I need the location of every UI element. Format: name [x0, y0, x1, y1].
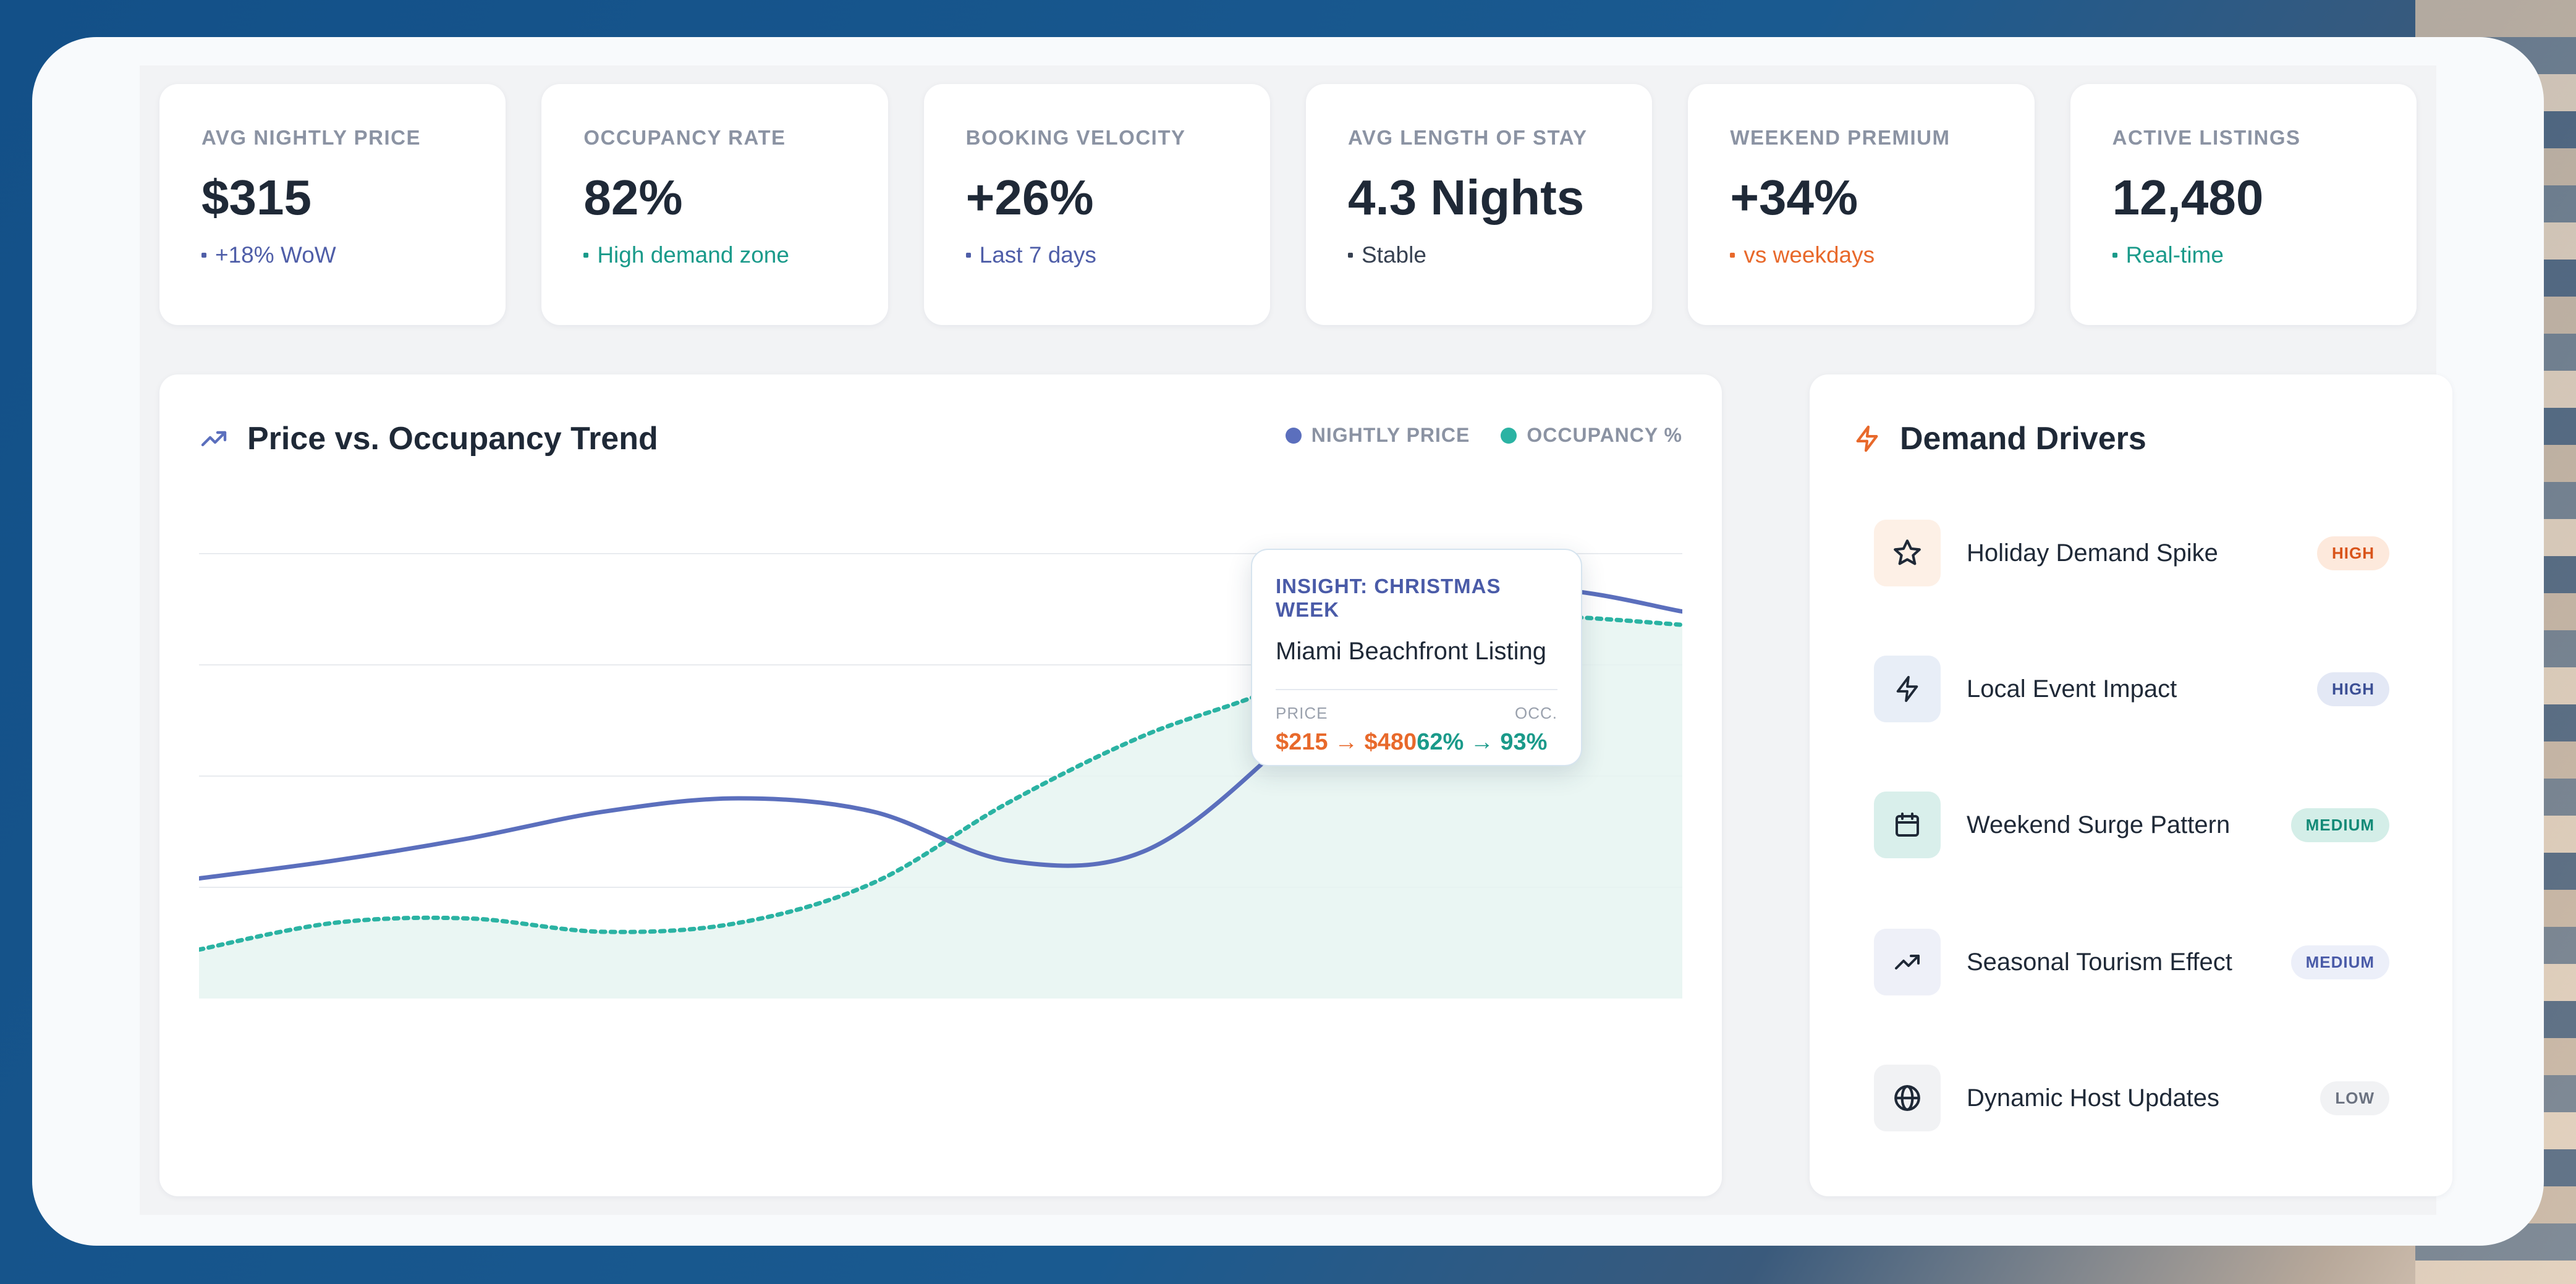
kpi-card[interactable]: WEEKEND PREMIUM +34% vs weekdays: [1688, 84, 2035, 325]
driver-item[interactable]: Seasonal Tourism Effect MEDIUM: [1874, 928, 2389, 996]
kpi-subtext: Real-time: [2112, 242, 2417, 268]
kpi-value: 4.3 Nights: [1347, 170, 1585, 225]
legend-label: NIGHTLY PRICE: [1311, 424, 1470, 446]
tooltip-occ-label: OCC.: [1515, 704, 1557, 722]
kpi-subtext-label: vs weekdays: [1743, 242, 1875, 268]
star-icon: [1894, 539, 1921, 565]
tooltip-listing: Miami Beachfront Listing: [1276, 638, 1546, 665]
driver-item[interactable]: Dynamic Host Updates LOW: [1874, 1064, 2389, 1132]
globe-icon: [1894, 1085, 1920, 1111]
driver-icon-box: [1874, 929, 1941, 995]
lightning-icon: [1896, 675, 1918, 703]
driver-item[interactable]: Local Event Impact HIGH: [1874, 655, 2389, 723]
tooltip-labels: PRICE OCC.: [1276, 704, 1557, 723]
kpi-label: ACTIVE LISTINGS: [2112, 126, 2301, 149]
driver-name: Local Event Impact: [1967, 675, 2177, 703]
drivers-title: Demand Drivers: [1900, 421, 2146, 457]
driver-name: Dynamic Host Updates: [1967, 1084, 2220, 1112]
kpi-value: 12,480: [2112, 170, 2264, 225]
insight-tooltip: INSIGHT: CHRISTMAS WEEK Miami Beachfront…: [1251, 549, 1582, 766]
kpi-card[interactable]: AVG LENGTH OF STAY 4.3 Nights Stable: [1305, 84, 1653, 325]
kpi-row: AVG NIGHTLY PRICE $315 +18% WoW OCCUPANC…: [159, 84, 2417, 325]
tooltip-price-value: $215 → $480: [1276, 729, 1417, 755]
kpi-card[interactable]: OCCUPANCY RATE 82% High demand zone: [541, 84, 888, 325]
kpi-subtext: Last 7 days: [965, 242, 1270, 268]
kpi-card[interactable]: AVG NIGHTLY PRICE $315 +18% WoW: [159, 84, 506, 325]
kpi-subtext-label: Real-time: [2125, 242, 2224, 268]
kpi-dot: [1347, 253, 1353, 258]
kpi-value: +34%: [1730, 170, 1858, 225]
legend-label: OCCUPANCY %: [1527, 424, 1682, 446]
tooltip-values: $215 → $480 62% → 93%: [1276, 729, 1557, 756]
driver-badge: LOW: [2320, 1081, 2389, 1115]
legend-item-price[interactable]: NIGHTLY PRICE: [1285, 424, 1470, 447]
kpi-subtext-label: +18% WoW: [215, 242, 336, 268]
trending-icon: [1895, 955, 1920, 969]
dashboard-frame: AVG NIGHTLY PRICE $315 +18% WoW OCCUPANC…: [32, 37, 2544, 1246]
dashboard-content: AVG NIGHTLY PRICE $315 +18% WoW OCCUPANC…: [140, 65, 2452, 1215]
kpi-dot: [1730, 253, 1735, 258]
kpi-card[interactable]: ACTIVE LISTINGS 12,480 Real-time: [2070, 84, 2417, 325]
legend-swatch: [1285, 427, 1302, 444]
trend-header: Price vs. Occupancy Trend: [199, 420, 658, 457]
driver-item[interactable]: Weekend Surge Pattern MEDIUM: [1874, 791, 2389, 859]
driver-badge: MEDIUM: [2290, 808, 2389, 842]
kpi-dot: [2112, 253, 2117, 258]
kpi-label: WEEKEND PREMIUM: [1730, 126, 1951, 149]
tooltip-occ-value: 62% → 93%: [1417, 729, 1548, 755]
legend-swatch: [1501, 427, 1517, 444]
tooltip-title: INSIGHT: CHRISTMAS WEEK: [1276, 575, 1501, 621]
driver-badge: HIGH: [2317, 672, 2389, 706]
driver-name: Seasonal Tourism Effect: [1967, 948, 2232, 976]
drivers-header: Demand Drivers: [1853, 420, 2146, 457]
trending-up-icon: [201, 431, 227, 447]
kpi-subtext-label: Last 7 days: [979, 242, 1096, 268]
kpi-value: 82%: [583, 170, 683, 225]
tooltip-price-label: PRICE: [1276, 704, 1328, 722]
driver-item[interactable]: Holiday Demand Spike HIGH: [1874, 519, 2389, 587]
kpi-subtext-label: High demand zone: [597, 242, 789, 268]
kpi-dot: [583, 253, 589, 258]
kpi-subtext: +18% WoW: [201, 242, 506, 268]
kpi-subtext-label: Stable: [1361, 242, 1426, 268]
kpi-subtext: vs weekdays: [1730, 242, 2034, 268]
driver-icon-box: [1874, 1065, 1941, 1131]
kpi-label: OCCUPANCY RATE: [583, 126, 786, 149]
legend-item-occupancy[interactable]: OCCUPANCY %: [1501, 424, 1682, 447]
kpi-subtext: Stable: [1347, 242, 1652, 268]
driver-badge: HIGH: [2317, 536, 2389, 570]
kpi-label: AVG NIGHTLY PRICE: [201, 126, 421, 149]
chart-legend: NIGHTLY PRICE OCCUPANCY %: [1285, 424, 1682, 447]
kpi-value: +26%: [965, 170, 1094, 225]
driver-icon-box: [1874, 520, 1941, 586]
kpi-dot: [965, 253, 971, 258]
kpi-label: BOOKING VELOCITY: [965, 126, 1186, 149]
calendar-icon: [1896, 813, 1919, 837]
kpi-subtext: High demand zone: [583, 242, 888, 268]
driver-icon-box: [1874, 792, 1941, 858]
driver-name: Weekend Surge Pattern: [1967, 811, 2231, 838]
kpi-label: AVG LENGTH OF STAY: [1347, 126, 1588, 149]
kpi-card[interactable]: BOOKING VELOCITY +26% Last 7 days: [923, 84, 1270, 325]
tooltip-divider: [1276, 689, 1557, 690]
lightning-icon: [1856, 425, 1878, 452]
demand-drivers-card: Demand Drivers Holiday Demand Spike HIGH…: [1810, 374, 2452, 1196]
trend-title: Price vs. Occupancy Trend: [247, 421, 658, 457]
driver-icon-box: [1874, 656, 1941, 722]
kpi-value: $315: [201, 170, 311, 225]
price-occupancy-trend-card: Price vs. Occupancy Trend NIGHTLY PRICE …: [159, 374, 1722, 1196]
driver-name: Holiday Demand Spike: [1967, 539, 2218, 567]
driver-badge: MEDIUM: [2290, 945, 2389, 979]
kpi-dot: [201, 253, 206, 258]
